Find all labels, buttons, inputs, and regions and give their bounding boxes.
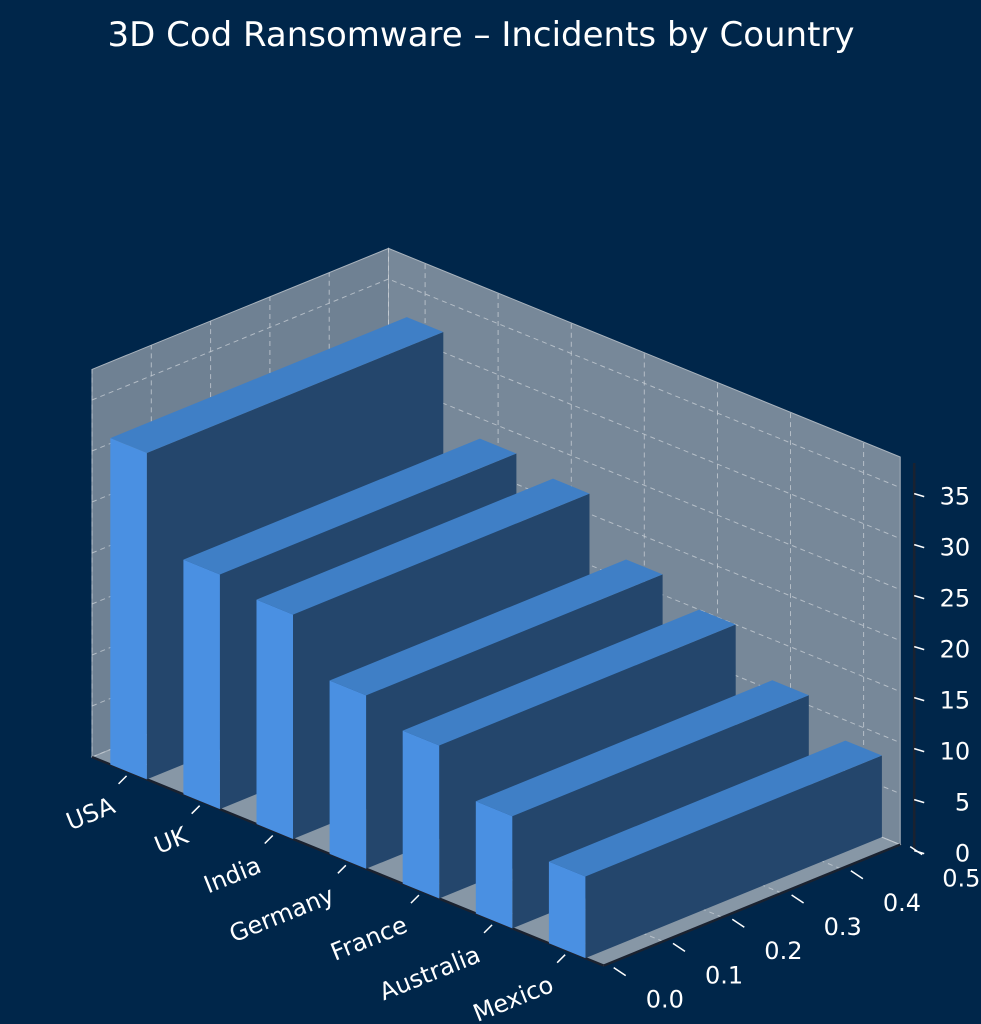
x-tick-label: India (200, 851, 265, 899)
z-tick-label: 30 (940, 534, 971, 562)
chart-title: 3D Cod Ransomware – Incidents by Country (107, 15, 854, 55)
z-gridline (91, 329, 901, 540)
bar-top-face (548, 740, 882, 877)
x-tick-mark (191, 805, 201, 815)
z-gridline (91, 278, 901, 489)
z-tick-label: 35 (940, 483, 971, 511)
y-tick-mark (613, 966, 627, 977)
z-tick-mark (913, 696, 925, 702)
z-tick-label: 10 (940, 738, 971, 766)
x-gridline (347, 352, 645, 862)
x-tick-mark (337, 864, 347, 874)
y-tick-label: 0.5 (942, 865, 980, 893)
x-gridline (566, 442, 865, 952)
y-axis-ticks: 0.0 0.1 0.2 0.3 0.4 0.5 (613, 845, 980, 1014)
bar-side-face (585, 755, 882, 959)
x-tick-label: Germany (225, 881, 338, 948)
y-tick-label: 0.0 (646, 986, 684, 1014)
bar-front-face (475, 801, 513, 929)
y-tick-label: 0.2 (764, 937, 802, 965)
y-tick-mark (850, 870, 864, 880)
bar-front-face (256, 599, 293, 839)
bar-front-face (183, 559, 220, 810)
z-tick-mark (913, 645, 925, 651)
z-axis-ticks: 0 5 10 15 20 25 30 35 (913, 483, 971, 868)
x-tick-mark (264, 834, 274, 845)
bar-top-face (110, 317, 444, 453)
bar-front-face (548, 861, 586, 959)
x-tick-label: France (327, 911, 411, 967)
x-gridline (493, 412, 791, 922)
z-tick-mark (913, 543, 925, 549)
z-tick-label: 25 (940, 585, 971, 613)
x-gridline (201, 293, 499, 803)
y-axis-line (603, 843, 901, 967)
bar-top-face (475, 680, 809, 817)
x-tick-mark (118, 775, 128, 785)
y-tick-mark (731, 918, 745, 928)
z-tick-mark (913, 798, 925, 804)
x-tick-label: UK (151, 821, 194, 860)
x-tick-label: Australia (375, 941, 484, 1007)
z-gridline (91, 431, 901, 642)
z-tick-label: 5 (955, 789, 970, 817)
z-tick-label: 15 (940, 687, 971, 715)
z-tick-mark (913, 747, 925, 753)
z-gridline (91, 380, 901, 591)
x-gridline (420, 382, 718, 892)
x-tick-label: USA (62, 791, 119, 836)
z-tick-mark (913, 594, 925, 600)
x-tick-mark (410, 894, 420, 904)
bar-top-face (256, 478, 590, 615)
bar-front-face (402, 730, 440, 899)
x-gridline (274, 322, 572, 832)
bars-group (110, 317, 882, 959)
z-tick-mark (913, 492, 925, 498)
z-tick-label: 20 (940, 636, 971, 664)
y-tick-mark (791, 894, 805, 904)
y-tick-mark (672, 942, 686, 953)
x-tick-label: Mexico (469, 970, 557, 1024)
bar-top-face (329, 559, 663, 696)
y-tick-mark (909, 845, 923, 856)
bar-front-face (110, 438, 147, 780)
bar-top-face (402, 609, 736, 746)
y-tick-label: 0.1 (705, 961, 743, 989)
x-tick-mark (483, 924, 493, 934)
z-tick-label: 0 (955, 840, 970, 868)
x-tick-mark (556, 954, 566, 964)
y-tick-label: 0.3 (824, 913, 862, 941)
bar-front-face (329, 680, 367, 869)
bar-top-face (183, 438, 517, 575)
y-tick-label: 0.4 (883, 889, 921, 917)
bar (548, 740, 882, 959)
